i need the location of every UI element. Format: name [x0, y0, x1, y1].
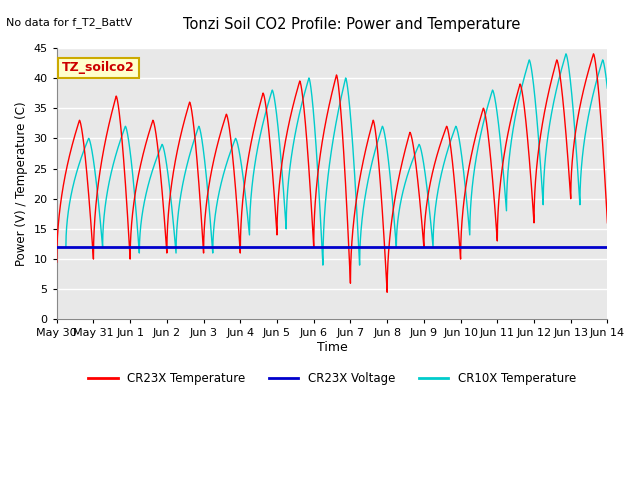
Y-axis label: Power (V) / Temperature (C): Power (V) / Temperature (C) — [15, 101, 28, 266]
Text: TZ_soilco2: TZ_soilco2 — [62, 61, 135, 74]
Legend: CR23X Temperature, CR23X Voltage, CR10X Temperature: CR23X Temperature, CR23X Voltage, CR10X … — [83, 367, 580, 390]
Text: No data for f_T2_BattV: No data for f_T2_BattV — [6, 17, 132, 28]
Text: Tonzi Soil CO2 Profile: Power and Temperature: Tonzi Soil CO2 Profile: Power and Temper… — [183, 17, 521, 32]
X-axis label: Time: Time — [317, 341, 348, 354]
